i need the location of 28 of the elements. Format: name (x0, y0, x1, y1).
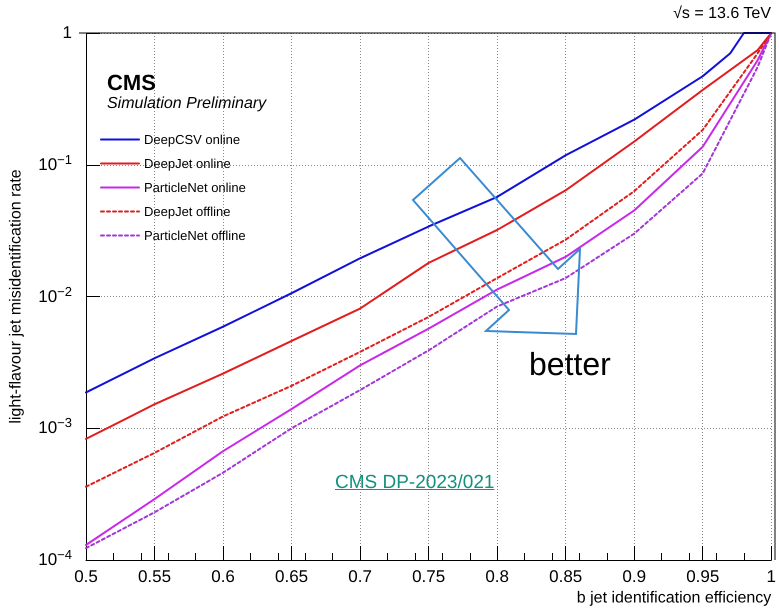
x-tick-label: 0.65 (275, 567, 308, 586)
x-tick-label: 0.5 (74, 567, 98, 586)
x-tick-label: 0.85 (549, 567, 582, 586)
legend-label: ParticleNet online (144, 180, 246, 195)
y-tick-label: 10$^{−1}$ (38, 152, 72, 175)
legend-label: DeepJet online (144, 156, 231, 171)
x-tick-label: 0.95 (686, 567, 720, 586)
annotation: better (529, 346, 611, 383)
legend-label: ParticleNet offline (144, 228, 246, 243)
y-tick-label: 10$^{−3}$ (38, 415, 72, 438)
x-tick-label: 0.75 (412, 567, 446, 586)
y-tick-label: 10$^{−2}$ (38, 284, 72, 306)
annotation: CMS DP-2023/021 (335, 472, 494, 494)
x-tick-label: 0.55 (138, 567, 172, 586)
text: √s = 13.6 TeV (673, 5, 771, 23)
x-tick-label: 1 (766, 567, 776, 586)
x-tick-label: 0.6 (211, 567, 235, 586)
y-tick-label: 1 (62, 23, 72, 43)
x-axis-title: b jet identification efficiency (576, 590, 772, 606)
legend-label: DeepJet offline (144, 204, 230, 219)
x-tick-label: 0.9 (622, 567, 646, 586)
legend-label: DeepCSV online (144, 132, 240, 147)
x-tick-label: 0.7 (348, 567, 372, 586)
text: CMS (107, 70, 156, 96)
y-axis-title: light-flavour jet misidentification rate (8, 169, 24, 424)
x-tick-label: 0.8 (485, 567, 509, 586)
text: Simulation Preliminary (107, 95, 266, 113)
y-tick-label: 10$^{−4}$ (38, 547, 72, 570)
